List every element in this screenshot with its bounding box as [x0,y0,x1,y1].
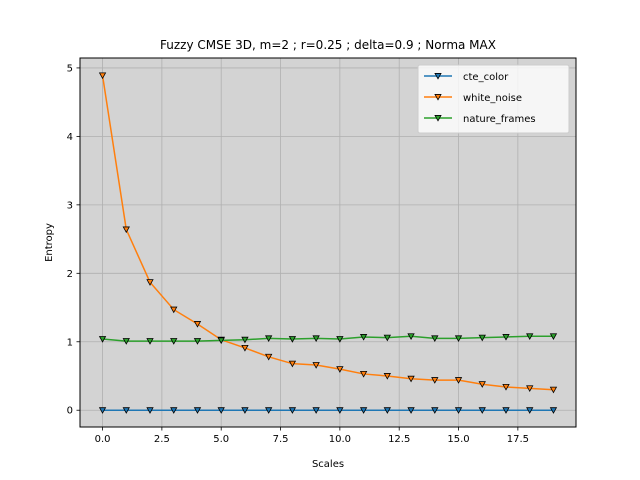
data-point-white_noise [549,386,558,394]
chart-title: Fuzzy CMSE 3D, m=2 ; r=0.25 ; delta=0.9 … [160,38,496,52]
data-point-nature_frames [98,336,107,343]
x-tick-label: 17.5 [507,434,529,445]
data-point-cte_color [217,407,225,414]
data-point-white_noise [98,72,107,80]
x-tick-label: 12.5 [388,434,410,445]
data-point-cte_color [549,407,558,414]
data-point-cte_color [122,407,130,414]
data-point-cte_color [359,407,368,414]
data-point-cte_color [431,407,439,414]
x-tick-label: 15.0 [447,434,469,445]
data-point-nature_frames [407,333,415,340]
data-point-white_noise [478,381,486,388]
data-point-nature_frames [478,334,486,342]
data-point-cte_color [288,407,297,414]
data-point-nature_frames [170,338,178,345]
series-line-white_noise [101,75,554,391]
data-point-white_noise [336,366,344,373]
y-axis-label: Entropy [44,223,55,262]
data-point-nature_frames [312,335,320,343]
legend-label-white_noise: white_noise [463,93,522,104]
x-tick-label: 10.0 [329,434,351,445]
y-tick-label: 0 [67,406,73,417]
data-point-cte_color [478,407,486,414]
data-point-white_noise [146,279,154,286]
data-point-nature_frames [359,334,368,341]
series-line-nature_frames [102,335,554,342]
data-point-cte_color [241,407,249,414]
data-point-nature_frames [264,335,273,343]
data-point-white_noise [193,321,202,328]
data-point-nature_frames [336,336,344,343]
data-point-nature_frames [146,338,154,345]
data-point-white_noise [288,360,297,368]
data-point-white_noise [502,384,510,391]
data-point-nature_frames [122,338,130,345]
data-point-white_noise [241,344,249,352]
y-tick-label: 5 [67,63,73,74]
data-point-cte_color [526,407,534,414]
data-point-white_noise [170,306,178,314]
data-point-cte_color [193,407,202,414]
legend-label-cte_color: cte_color [463,72,509,83]
x-axis: 0.0 2.5 5.0 7.5 10.0 12.5 15.0 17.5 [95,427,529,445]
data-point-cte_color [312,407,320,414]
legend-marker-nature_frames [434,115,442,122]
data-point-white_noise [454,377,463,384]
data-point-nature_frames [431,335,439,343]
data-point-white_noise [526,385,534,392]
legend-marker-white_noise [434,94,442,101]
data-point-nature_frames [549,333,558,340]
data-point-nature_frames [383,334,392,342]
y-axis: 0 1 2 3 4 5 [67,63,80,417]
y-tick-label: 3 [67,200,73,211]
data-point-nature_frames [502,334,510,341]
legend: cte_color white_noise nature_frames [417,64,570,134]
data-point-white_noise [383,373,392,380]
x-tick-label: 7.5 [273,434,289,445]
y-tick-label: 4 [67,132,73,143]
data-point-white_noise [359,370,368,378]
series-group [98,72,558,414]
data-point-white_noise [264,353,273,361]
data-point-cte_color [336,407,344,414]
data-point-cte_color [502,407,510,414]
data-point-white_noise [122,226,130,234]
grid [80,58,576,427]
data-point-white_noise [431,377,439,384]
y-tick-label: 2 [67,269,73,280]
data-point-nature_frames [288,336,297,343]
data-point-cte_color [170,407,178,414]
data-point-nature_frames [241,336,249,344]
data-point-cte_color [407,407,415,414]
legend-box [417,64,570,134]
legend-label-nature_frames: nature_frames [463,114,536,125]
data-point-nature_frames [193,338,202,345]
data-point-cte_color [454,407,463,414]
data-point-cte_color [383,407,392,414]
legend-marker-cte_color [434,73,442,80]
data-point-cte_color [146,407,154,414]
y-tick-label: 1 [67,337,73,348]
x-tick-label: 0.0 [95,434,111,445]
data-point-nature_frames [454,335,463,343]
x-tick-label: 2.5 [154,434,170,445]
data-point-nature_frames [526,333,534,340]
x-axis-label: Scales [312,459,344,470]
x-tick-label: 5.0 [213,434,229,445]
data-point-cte_color [98,407,107,414]
data-point-nature_frames [217,337,225,345]
data-point-white_noise [312,362,320,369]
data-point-cte_color [264,407,273,414]
data-point-white_noise [407,375,415,383]
plot-frame [79,57,577,428]
